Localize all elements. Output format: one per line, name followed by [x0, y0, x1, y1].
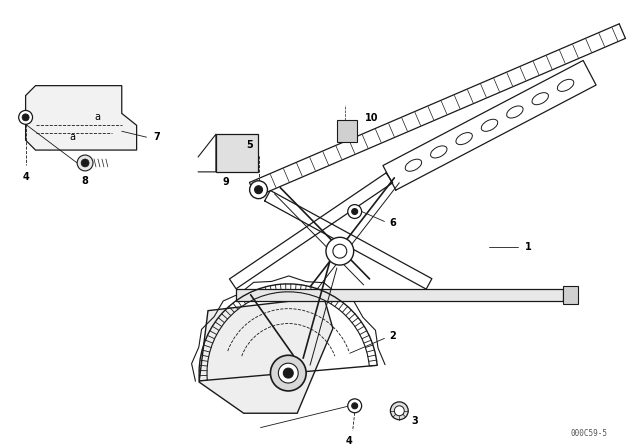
- Circle shape: [77, 155, 93, 171]
- Circle shape: [326, 237, 354, 265]
- Text: a: a: [94, 112, 100, 122]
- Text: 6: 6: [389, 219, 396, 228]
- Circle shape: [255, 186, 262, 194]
- Circle shape: [394, 406, 404, 416]
- Circle shape: [271, 355, 306, 391]
- Circle shape: [22, 114, 29, 121]
- Circle shape: [278, 363, 298, 383]
- Circle shape: [348, 205, 362, 219]
- Ellipse shape: [557, 79, 574, 91]
- Text: 5: 5: [246, 140, 253, 150]
- Ellipse shape: [507, 106, 523, 118]
- Circle shape: [390, 402, 408, 420]
- Text: 3: 3: [411, 416, 418, 426]
- Circle shape: [19, 110, 33, 124]
- Text: 1: 1: [525, 242, 532, 252]
- Ellipse shape: [431, 146, 447, 158]
- Ellipse shape: [456, 133, 472, 145]
- Text: 10: 10: [365, 113, 378, 123]
- Circle shape: [352, 209, 358, 215]
- Circle shape: [352, 403, 358, 409]
- Polygon shape: [563, 286, 578, 304]
- Text: a: a: [69, 132, 75, 142]
- Text: 7: 7: [154, 132, 160, 142]
- Text: 8: 8: [82, 176, 88, 186]
- Circle shape: [284, 368, 293, 378]
- Text: 4: 4: [22, 172, 29, 182]
- Bar: [216, 134, 257, 172]
- Text: 9: 9: [223, 177, 229, 187]
- Circle shape: [250, 181, 268, 198]
- Circle shape: [348, 399, 362, 413]
- Text: 4: 4: [346, 435, 352, 445]
- Text: 000C59-5: 000C59-5: [570, 429, 607, 438]
- Polygon shape: [236, 289, 563, 301]
- Polygon shape: [26, 86, 136, 150]
- Ellipse shape: [532, 93, 548, 105]
- Text: 2: 2: [389, 332, 396, 341]
- Circle shape: [81, 159, 89, 167]
- Polygon shape: [199, 297, 333, 413]
- Ellipse shape: [481, 119, 498, 131]
- Circle shape: [333, 244, 347, 258]
- Ellipse shape: [405, 159, 422, 171]
- Bar: [337, 121, 356, 142]
